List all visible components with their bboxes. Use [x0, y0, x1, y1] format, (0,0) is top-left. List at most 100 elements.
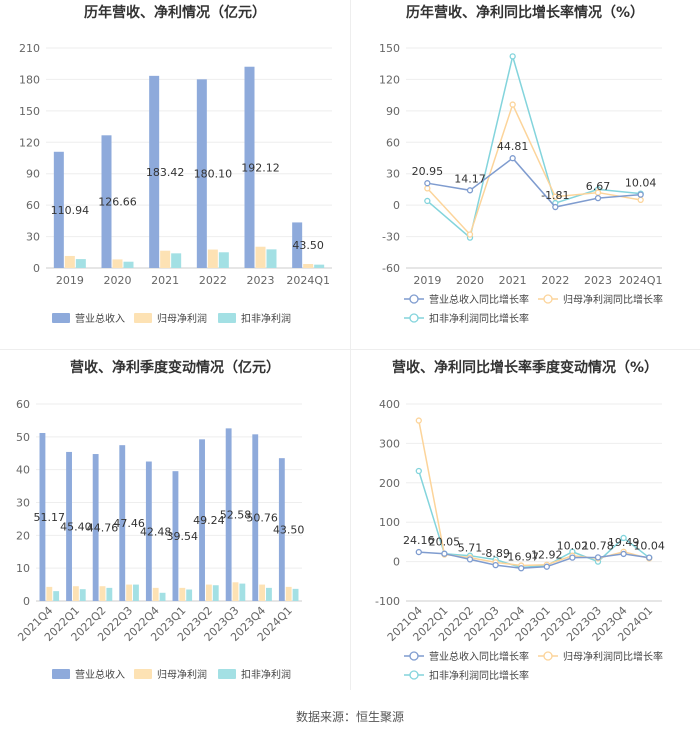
annual-bar-legend-label: 归母净利润 [157, 312, 207, 325]
annual-growth-legend-label: 归母净利润同比增长率 [563, 293, 663, 306]
quarterly-bar-bar-net-profit [126, 584, 133, 601]
quarterly-growth-point [543, 563, 550, 570]
annual-bar-legend-swatch [218, 313, 236, 323]
quarterly-bar-bar-net-profit [99, 586, 106, 601]
annual-bar-legend-label: 营业总收入 [75, 312, 125, 325]
data-source: 数据来源：恒生聚源 [295, 710, 404, 724]
annual-bar-legend-label: 扣非净利润 [241, 312, 291, 325]
quarterly-bar-bar-revenue [39, 432, 46, 601]
quarterly-bar-bar-deducted-profit [292, 588, 299, 601]
quarterly-bar-data-label: 39.54 [167, 530, 199, 543]
annual-growth-point [594, 195, 602, 202]
vertical-divider [350, 0, 351, 690]
annual-bar-bar-net-profit [303, 264, 314, 268]
annual-growth-point [637, 196, 644, 204]
horizontal-divider [0, 349, 700, 350]
quarterly-bar-y-tick-label: 50 [16, 431, 30, 444]
annual-bar-y-tick-label: 210 [19, 42, 40, 55]
annual-bar-title: 历年营收、净利情况（亿元） [84, 4, 266, 21]
quarterly-bar-bar-revenue [145, 461, 152, 601]
quarterly-growth-data-label: -16.97 [503, 550, 538, 563]
quarterly-growth-legend-label: 营业总收入同比增长率 [429, 650, 529, 663]
quarterly-bar-bar-revenue [119, 445, 126, 601]
quarterly-growth-legend-marker [409, 651, 419, 661]
annual-bar-bar-revenue [101, 135, 112, 268]
annual-growth-point [509, 155, 516, 162]
quarterly-growth-line-deducted-profit [418, 470, 650, 569]
annual-bar-bar-revenue [196, 79, 207, 268]
annual-bar-bar-revenue [244, 66, 255, 268]
quarterly-bar-bar-net-profit [179, 587, 186, 601]
annual-growth-point [424, 185, 431, 192]
annual-growth-data-label: 14.17 [454, 172, 486, 185]
quarterly-growth-point [415, 467, 422, 475]
annual-bar-data-label: 110.94 [51, 204, 90, 217]
quarterly-growth-point [415, 548, 422, 556]
quarterly-growth-point [466, 556, 474, 563]
quarterly-bar-legend-label: 营业总收入 [75, 668, 125, 681]
annual-bar-data-label: 126.66 [98, 196, 137, 209]
quarterly-bar-title: 营收、净利季度变动情况（亿元） [70, 359, 280, 376]
quarterly-bar-bar-revenue [199, 439, 205, 601]
annual-bar-x-tick-label: 2019 [56, 274, 84, 287]
annual-growth-line-revenue [427, 157, 641, 208]
annual-bar-data-label: 183.42 [146, 166, 185, 179]
annual-growth-line-net-profit [426, 102, 641, 236]
quarterly-bar-y-tick-label: 0 [23, 595, 30, 608]
annual-growth-data-label: 44.81 [497, 140, 529, 153]
quarterly-bar-data-label: 52.58 [220, 509, 252, 522]
annual-growth-x-tick-label: 2019 [413, 274, 441, 287]
quarterly-bar-bar-deducted-profit [79, 589, 86, 601]
quarterly-growth-data-label: 12.92 [531, 549, 563, 562]
quarterly-growth-y-tick-label: 0 [393, 556, 400, 569]
annual-bar-y-tick-label: 120 [19, 136, 40, 149]
quarterly-growth-point [518, 565, 525, 572]
annual-bar-bar-deducted-profit [75, 259, 86, 268]
quarterly-bar-bar-net-profit [285, 586, 292, 601]
quarterly-bar-bar-net-profit [72, 586, 79, 601]
quarterly-bar-bar-deducted-profit [133, 584, 139, 601]
annual-growth-legend-marker [543, 294, 553, 304]
quarterly-bar-bar-deducted-profit [159, 592, 166, 601]
annual-growth-legend-label: 扣非净利润同比增长率 [429, 312, 529, 325]
annual-bar-y-tick-label: 90 [26, 168, 40, 181]
quarterly-bar-legend-swatch [218, 669, 236, 679]
quarterly-bar-data-label: 43.50 [273, 524, 305, 537]
quarterly-bar-data-label: 50.76 [246, 512, 278, 525]
annual-growth-data-label: -1.81 [541, 189, 569, 202]
quarterly-bar-data-label: 44.76 [87, 522, 119, 535]
quarterly-bar-bar-net-profit [232, 582, 239, 601]
quarterly-growth-data-label: -8.89 [481, 547, 509, 560]
quarterly-growth-point [441, 550, 448, 557]
annual-growth-y-tick-label: 120 [379, 73, 400, 86]
quarterly-bar-data-label: 51.17 [34, 511, 66, 524]
quarterly-bar-bar-deducted-profit [239, 583, 246, 601]
annual-growth-point [466, 187, 474, 194]
annual-bar-x-tick-label: 2020 [104, 274, 132, 287]
annual-growth-point [509, 53, 516, 60]
annual-growth-point [637, 191, 644, 198]
quarterly-bar-bar-deducted-profit [53, 591, 60, 601]
annual-growth-data-label: 10.04 [625, 177, 657, 190]
annual-growth-legend-marker [409, 294, 419, 304]
quarterly-bar-bar-revenue [278, 458, 285, 601]
annual-growth-x-tick-label: 2023 [584, 274, 612, 287]
annual-bar-bar-net-profit [112, 259, 123, 268]
annual-bar-bar-deducted-profit [171, 253, 182, 268]
quarterly-growth-point [646, 554, 653, 561]
annual-bar-y-tick-label: 180 [19, 73, 40, 86]
annual-bar-data-label: 180.10 [194, 168, 233, 181]
quarterly-growth-legend-label: 扣非净利润同比增长率 [429, 669, 529, 682]
annual-growth-y-tick-label: 90 [386, 105, 400, 118]
quarterly-growth-y-tick-label: 200 [379, 477, 400, 490]
annual-growth-legend-label: 营业总收入同比增长率 [429, 293, 529, 306]
quarterly-bar-bar-deducted-profit [266, 587, 272, 601]
annual-growth-x-tick-label: 2024Q1 [619, 274, 663, 287]
annual-bar-x-tick-label: 2023 [247, 274, 275, 287]
annual-growth-data-label: 20.95 [412, 165, 444, 178]
annual-growth-point [466, 231, 474, 238]
annual-growth-y-tick-label: 150 [379, 42, 400, 55]
quarterly-bar-data-label: 45.40 [60, 520, 92, 533]
quarterly-bar-data-label: 47.46 [113, 517, 145, 530]
annual-bar-data-label: 43.50 [292, 239, 324, 252]
